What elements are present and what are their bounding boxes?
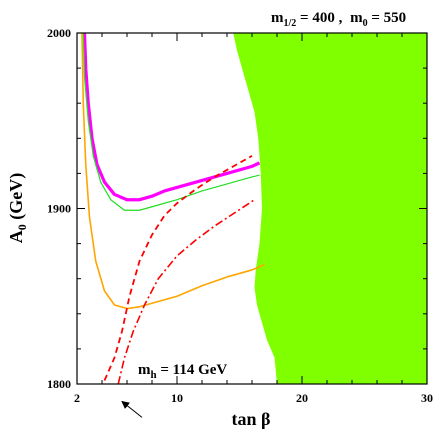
y-axis-title-sub: 0 xyxy=(15,224,29,230)
header-m0-value: = 550 xyxy=(368,10,407,26)
header-m0: m xyxy=(350,10,363,26)
mh-annotation-main: m xyxy=(138,362,151,378)
series-layer xyxy=(81,33,265,384)
chart-header: m1/2 = 400 , m0 = 550 xyxy=(271,10,406,29)
y-axis-title: A0 (GeV) xyxy=(6,173,29,243)
y-tick-label: 1800 xyxy=(47,377,71,391)
series-red-dashed xyxy=(103,155,253,381)
series-green-thin xyxy=(82,33,260,211)
x-axis-title: tan β xyxy=(232,409,271,429)
header-m-half: m xyxy=(271,10,284,26)
mh-annotation-sub: h xyxy=(151,369,157,381)
x-tick-label: 2 xyxy=(74,391,80,405)
mh-annotation-value: = 114 GeV xyxy=(157,362,228,378)
x-tick-label: 30 xyxy=(421,391,433,405)
excluded-region xyxy=(233,33,427,384)
y-axis-title-main: A xyxy=(6,230,26,243)
y-tick-label: 2000 xyxy=(47,26,71,40)
header-m-half-value: = 400 , xyxy=(296,10,342,26)
plot-frame xyxy=(76,32,428,385)
header-m-half-sub: 1/2 xyxy=(284,18,297,29)
y-axis-title-unit: (GeV) xyxy=(6,173,27,224)
y-tick-label: 1900 xyxy=(47,202,71,216)
x-tick-label: 20 xyxy=(296,391,308,405)
x-tick-label: 10 xyxy=(171,391,183,405)
mh-arrow xyxy=(121,400,143,418)
header-m0-sub: 0 xyxy=(363,18,368,29)
regions-layer xyxy=(233,33,427,384)
series-magenta-thick xyxy=(82,33,261,202)
mh-annotation: mh = 114 GeV xyxy=(138,362,227,381)
